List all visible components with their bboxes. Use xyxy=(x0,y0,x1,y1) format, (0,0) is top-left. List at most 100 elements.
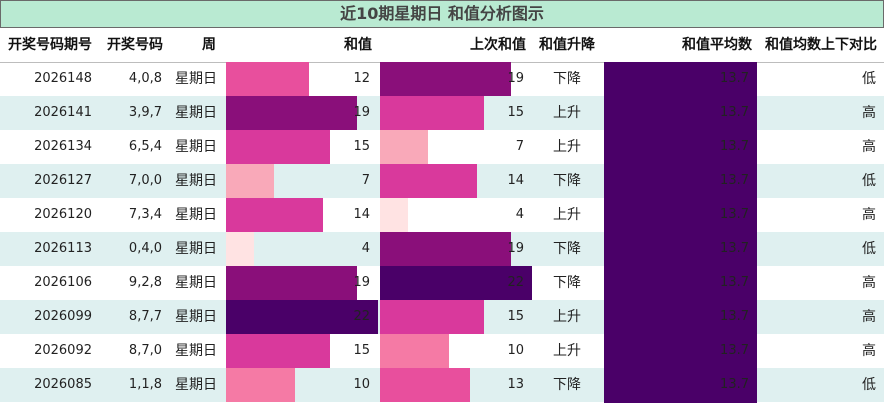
numbers-cell: 9,2,8 xyxy=(128,275,162,290)
avg-value: 13.7 xyxy=(720,207,749,222)
prev-sum-bar xyxy=(380,334,449,368)
numbers-cell: 1,1,8 xyxy=(128,377,162,392)
compare-cell: 高 xyxy=(862,343,876,359)
sum-bar xyxy=(226,334,330,368)
table-row: 2026134 6,5,4 星期日 15 7 上升 高 xyxy=(0,130,884,164)
numbers-cell: 8,7,7 xyxy=(128,309,162,324)
issue-cell: 2026148 xyxy=(34,71,92,86)
weekday-cell: 星期日 xyxy=(175,377,217,393)
avg-value: 13.7 xyxy=(720,139,749,154)
table-row: 2026092 8,7,0 星期日 15 10 上升 高 xyxy=(0,334,884,368)
trend-cell: 上升 xyxy=(553,139,581,155)
header-prev-sum: 上次和值 xyxy=(470,37,526,53)
compare-cell: 高 xyxy=(862,207,876,223)
weekday-cell: 星期日 xyxy=(175,105,217,121)
trend-cell: 下降 xyxy=(553,275,581,291)
issue-cell: 2026120 xyxy=(34,207,92,222)
table-row: 2026106 9,2,8 星期日 19 22 下降 高 xyxy=(0,266,884,300)
issue-cell: 2026113 xyxy=(34,241,92,256)
header-sum: 和值 xyxy=(344,37,372,53)
trend-cell: 上升 xyxy=(553,105,581,121)
issue-cell: 2026085 xyxy=(34,377,92,392)
compare-cell: 高 xyxy=(862,105,876,121)
avg-value: 13.7 xyxy=(720,309,749,324)
header-weekday: 周 xyxy=(202,37,216,53)
header-row: 开奖号码期号 开奖号码 周 和值 上次和值 和值升降 和值平均数 和值均数上下对… xyxy=(0,28,884,63)
sum-bar xyxy=(226,232,254,266)
sum-bar xyxy=(226,164,274,198)
avg-value: 13.7 xyxy=(720,241,749,256)
sum-value: 7 xyxy=(361,173,370,188)
prev-sum-bar xyxy=(380,266,532,300)
avg-value: 13.7 xyxy=(720,173,749,188)
avg-value: 13.7 xyxy=(720,343,749,358)
avg-value: 13.7 xyxy=(720,275,749,290)
prev-sum-bar xyxy=(380,232,511,266)
trend-cell: 下降 xyxy=(553,377,581,393)
issue-cell: 2026092 xyxy=(34,343,92,358)
prev-sum-bar xyxy=(380,300,484,334)
sum-value: 19 xyxy=(353,275,370,290)
compare-cell: 低 xyxy=(862,377,876,393)
sum-value: 15 xyxy=(353,343,370,358)
compare-cell: 低 xyxy=(862,241,876,257)
sum-bar xyxy=(226,62,309,96)
header-avg: 和值平均数 xyxy=(682,37,752,53)
numbers-cell: 6,5,4 xyxy=(128,139,162,154)
header-trend: 和值升降 xyxy=(539,37,595,53)
weekday-cell: 星期日 xyxy=(175,139,217,155)
trend-cell: 下降 xyxy=(553,173,581,189)
sum-bar xyxy=(226,130,330,164)
prev-sum-value: 19 xyxy=(507,241,524,256)
sum-bar xyxy=(226,198,323,232)
issue-cell: 2026134 xyxy=(34,139,92,154)
prev-sum-bar xyxy=(380,62,511,96)
trend-cell: 下降 xyxy=(553,71,581,87)
header-compare: 和值均数上下对比 xyxy=(765,37,877,53)
prev-sum-value: 19 xyxy=(507,71,524,86)
issue-cell: 2026141 xyxy=(34,105,92,120)
avg-value: 13.7 xyxy=(720,105,749,120)
issue-cell: 2026106 xyxy=(34,275,92,290)
sum-value: 4 xyxy=(361,241,370,256)
prev-sum-value: 15 xyxy=(507,105,524,120)
prev-sum-bar xyxy=(380,368,470,402)
trend-cell: 下降 xyxy=(553,241,581,257)
sum-value: 12 xyxy=(353,71,370,86)
prev-sum-bar xyxy=(380,164,477,198)
avg-value: 13.7 xyxy=(720,377,749,392)
prev-sum-value: 14 xyxy=(507,173,524,188)
weekday-cell: 星期日 xyxy=(175,309,217,325)
issue-cell: 2026099 xyxy=(34,309,92,324)
trend-cell: 上升 xyxy=(553,207,581,223)
numbers-cell: 4,0,8 xyxy=(128,71,162,86)
sum-value: 14 xyxy=(353,207,370,222)
table-row: 2026120 7,3,4 星期日 14 4 上升 高 xyxy=(0,198,884,232)
compare-cell: 高 xyxy=(862,275,876,291)
weekday-cell: 星期日 xyxy=(175,241,217,257)
compare-cell: 低 xyxy=(862,173,876,189)
issue-cell: 2026127 xyxy=(34,173,92,188)
sum-bar xyxy=(226,266,357,300)
sum-value: 22 xyxy=(353,309,370,324)
prev-sum-bar xyxy=(380,130,428,164)
sheet-title: 近10期星期日 和值分析图示 xyxy=(0,0,884,28)
weekday-cell: 星期日 xyxy=(175,71,217,87)
sum-bar xyxy=(226,368,295,402)
avg-column-fill xyxy=(604,62,757,403)
prev-sum-value: 4 xyxy=(515,207,524,222)
numbers-cell: 7,0,0 xyxy=(128,173,162,188)
sum-bar xyxy=(226,96,357,130)
weekday-cell: 星期日 xyxy=(175,275,217,291)
numbers-cell: 7,3,4 xyxy=(128,207,162,222)
weekday-cell: 星期日 xyxy=(175,173,217,189)
prev-sum-value: 7 xyxy=(515,139,524,154)
header-numbers: 开奖号码 xyxy=(107,37,163,53)
table-row: 2026148 4,0,8 星期日 12 19 下降 低 xyxy=(0,62,884,96)
weekday-cell: 星期日 xyxy=(175,207,217,223)
sum-value: 15 xyxy=(353,139,370,154)
prev-sum-bar xyxy=(380,96,484,130)
compare-cell: 低 xyxy=(862,71,876,87)
prev-sum-value: 10 xyxy=(507,343,524,358)
